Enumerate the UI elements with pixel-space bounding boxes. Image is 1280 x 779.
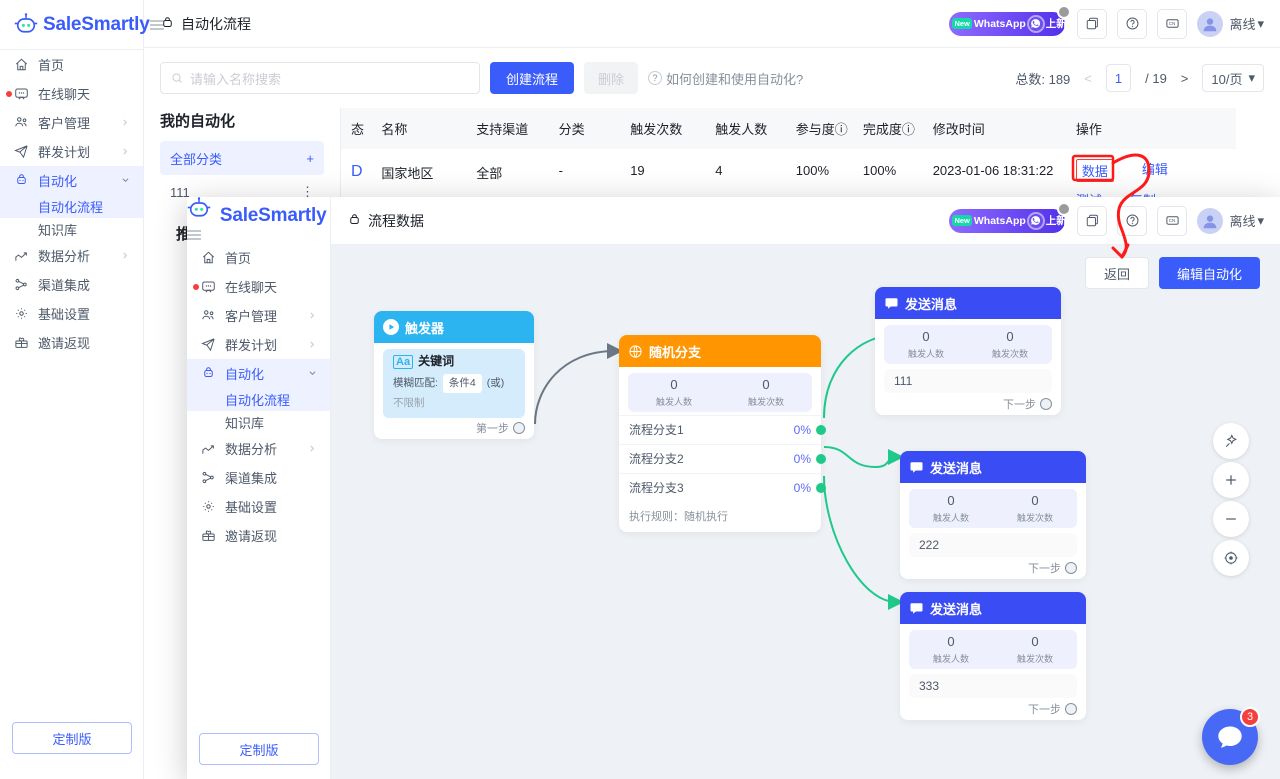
svg-text:CN: CN	[1169, 21, 1176, 26]
svg-text:CN: CN	[1169, 218, 1176, 223]
